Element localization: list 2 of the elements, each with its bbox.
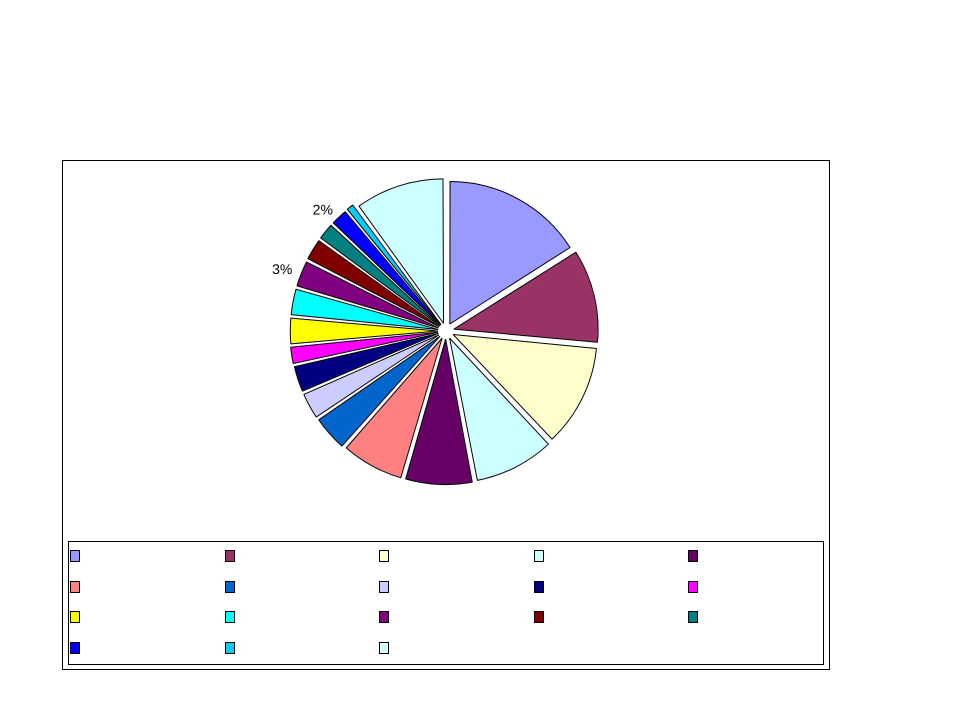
- data-label: 2%: [312, 201, 333, 218]
- data-label: 3%: [272, 261, 292, 278]
